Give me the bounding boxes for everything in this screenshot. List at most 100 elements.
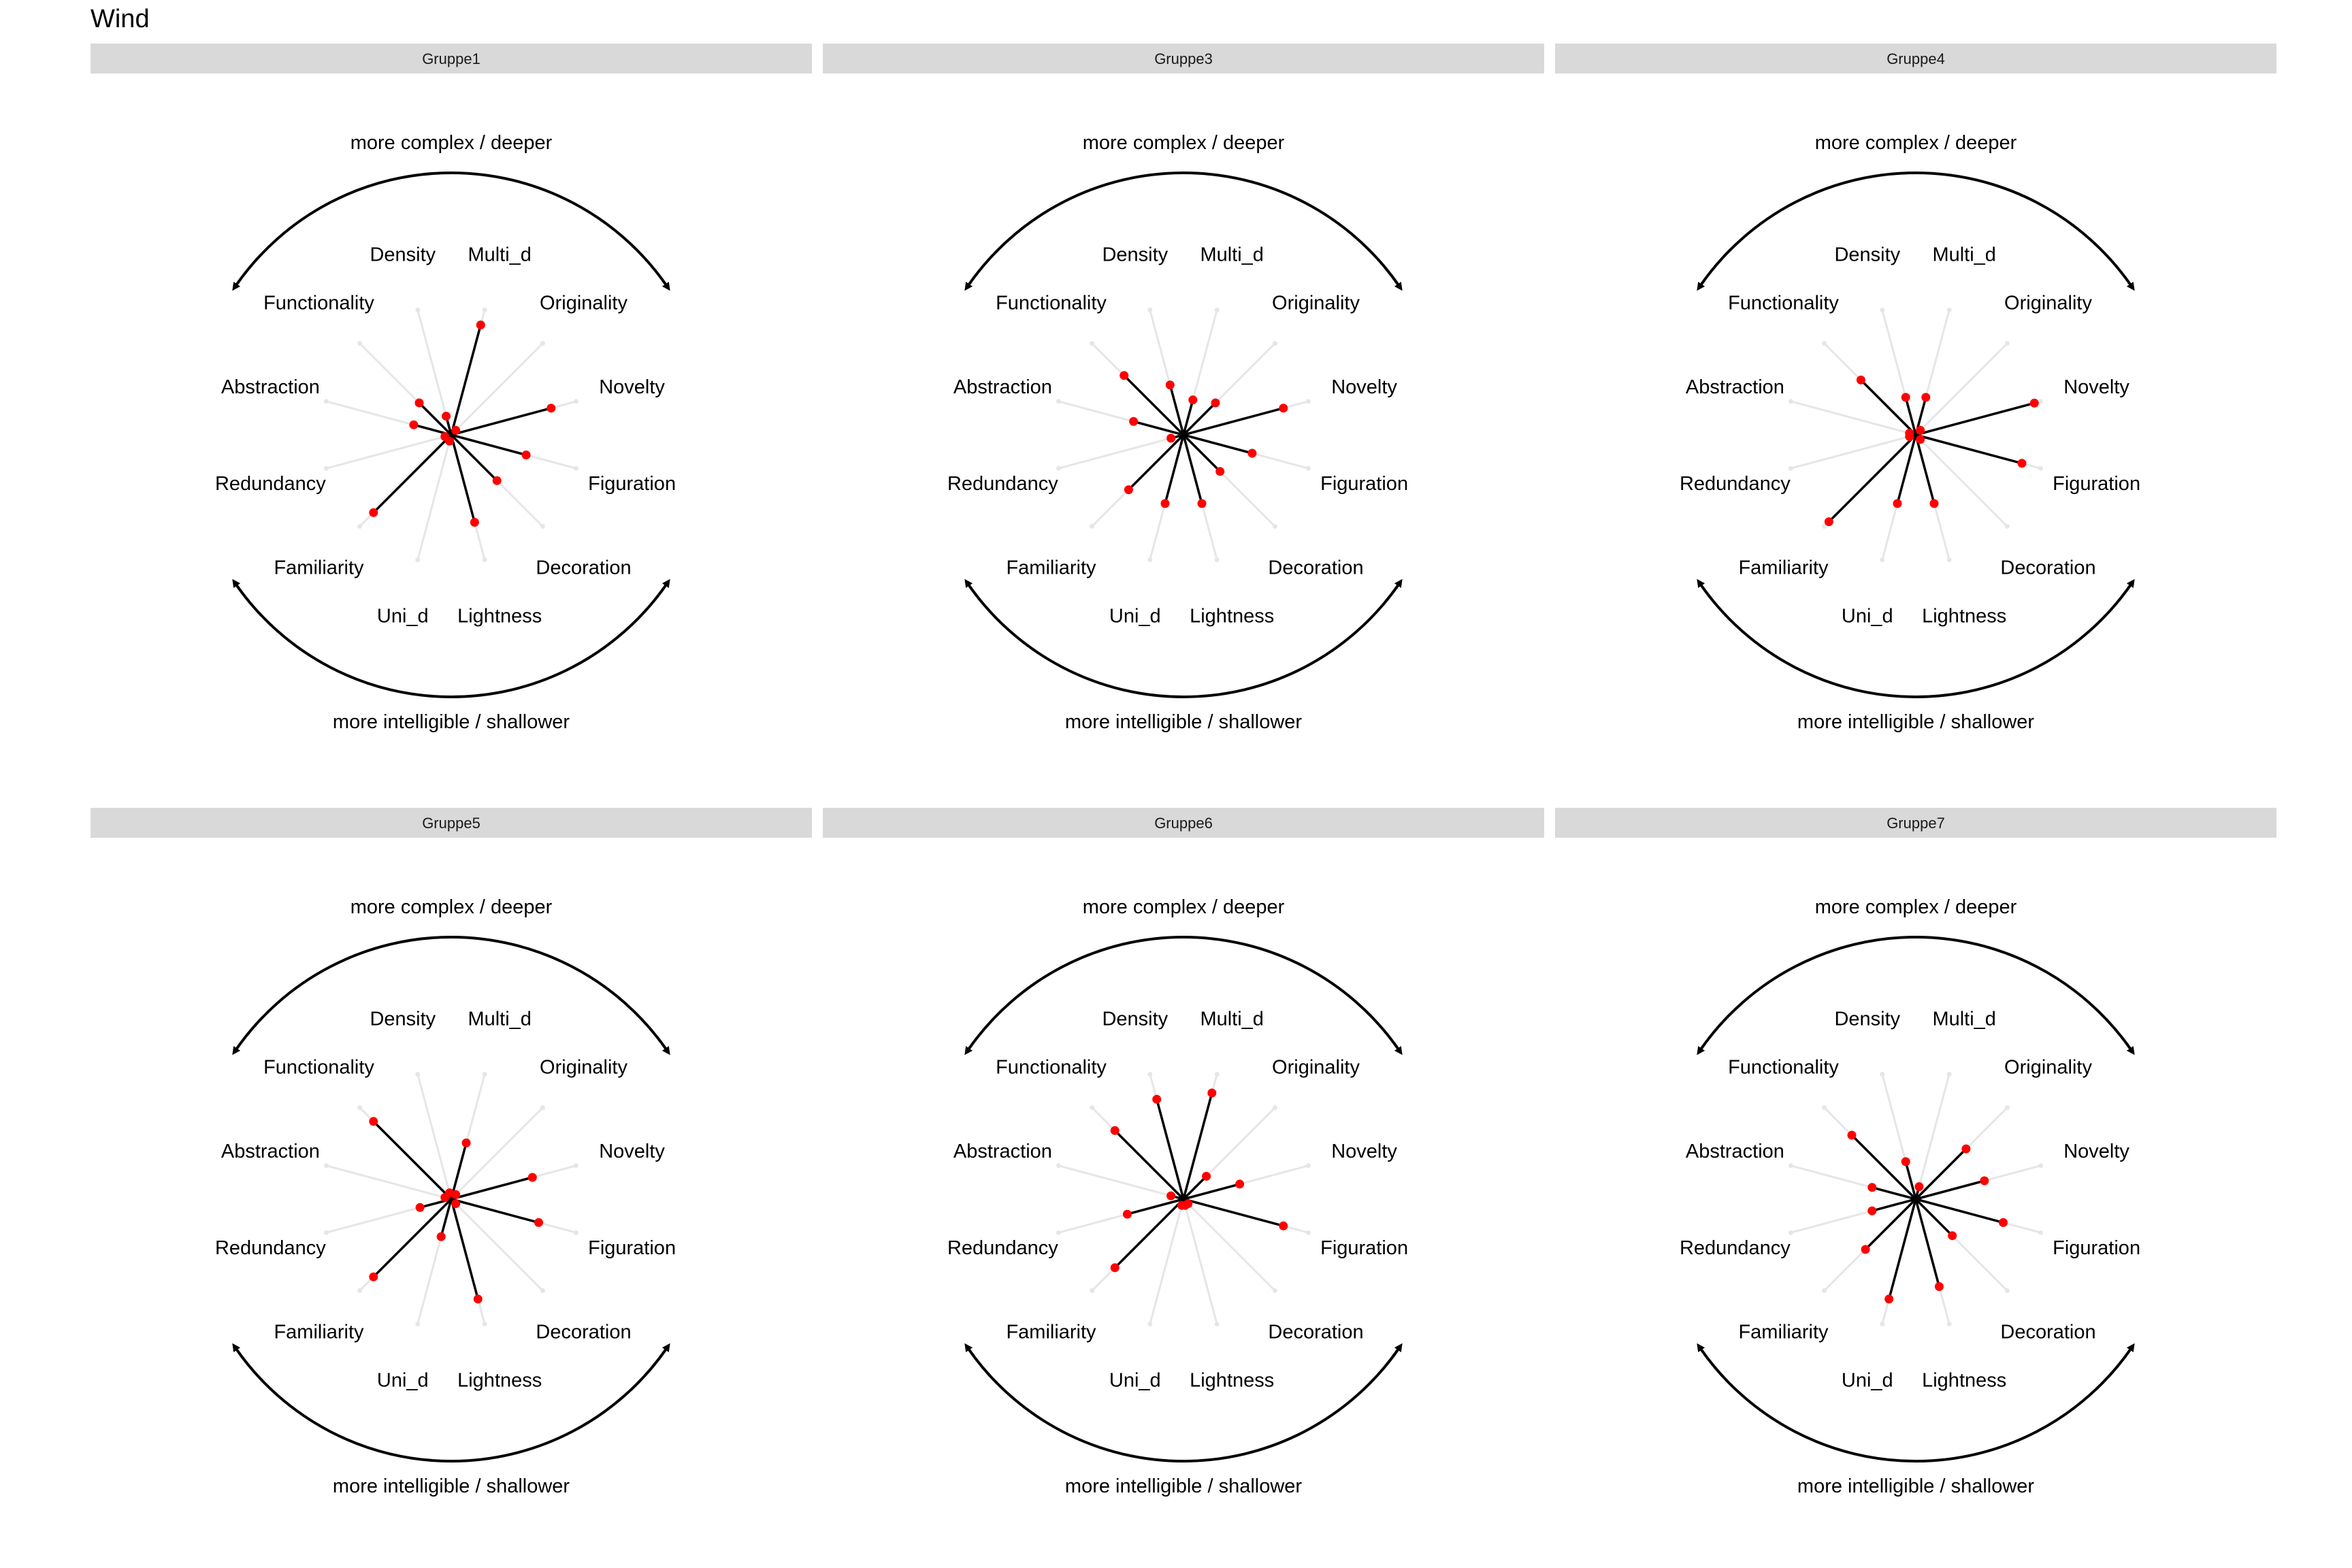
reference-end [1946, 308, 1952, 312]
axis-label: Lightness [457, 1370, 542, 1392]
reference-end [1272, 341, 1277, 346]
reference-end [1946, 557, 1952, 562]
axis-label: Decoration [536, 1322, 631, 1343]
axis-label: Lightness [1190, 1370, 1274, 1392]
reference-end [574, 466, 578, 471]
axis-label: Multi_d [1200, 1008, 1264, 1030]
reference-end [2038, 1163, 2043, 1169]
value-point [1177, 1200, 1186, 1210]
reference-end [1822, 341, 1827, 346]
value-spoke [451, 434, 527, 457]
value-spoke [1904, 1161, 1917, 1200]
axis-label: Abstraction [221, 1141, 320, 1162]
axis-label: Lightness [457, 606, 542, 627]
facet-panel-5: Gruppe7 more complex / deeper more intelli… [1555, 808, 2276, 1497]
value-spoke [1888, 1198, 1917, 1300]
axis-label: Multi_d [468, 1008, 532, 1030]
reference-end [1056, 399, 1061, 404]
value-spoke [1182, 1092, 1213, 1200]
value-point [1847, 1130, 1857, 1140]
reference-end [482, 1322, 487, 1326]
value-point [1901, 1157, 1910, 1166]
reference-end [1090, 341, 1095, 346]
arc-upper-right [451, 172, 670, 291]
reference-end [540, 1288, 545, 1293]
reference-end [2004, 523, 2010, 529]
value-spoke [450, 1142, 468, 1200]
reference-end [1306, 1230, 1311, 1235]
reference-spoke [326, 1164, 452, 1200]
reference-end [415, 1322, 421, 1326]
axis-label: Abstraction [1686, 376, 1784, 398]
value-spoke [1896, 434, 1917, 504]
reference-end [2038, 466, 2043, 471]
value-point [1999, 1218, 2008, 1227]
axis-label: Functionality [996, 1057, 1107, 1079]
reference-end [1214, 308, 1220, 312]
axis-label: Lightness [1190, 606, 1274, 627]
axis-label: Uni_d [377, 606, 429, 627]
value-point [1824, 517, 1833, 527]
axis-label: Figuration [2053, 473, 2140, 495]
arc-lower-left [964, 578, 1184, 698]
value-spoke [450, 434, 498, 482]
value-point [1211, 398, 1220, 408]
reference-end [574, 399, 578, 404]
value-point [1893, 499, 1902, 508]
axis-label: Decoration [1268, 557, 1363, 579]
axis-label: Originality [1272, 293, 1360, 314]
facet-panel-2: Gruppe4 more complex / deeper more intelli… [1555, 44, 2276, 733]
axis-label: Functionality [1728, 1057, 1839, 1079]
value-point [1110, 1263, 1120, 1273]
value-point [470, 518, 479, 527]
arc-lower-left [232, 578, 452, 698]
reference-end [1788, 1230, 1793, 1235]
value-point [1867, 1183, 1877, 1192]
value-spoke [1914, 434, 1936, 504]
value-spoke [1113, 1129, 1185, 1200]
arc-upper-left [232, 936, 452, 1056]
axis-label: Figuration [1320, 473, 1408, 495]
axis-label: Uni_d [1842, 1370, 1893, 1392]
arc-upper-right [1183, 936, 1403, 1056]
reference-end [482, 557, 487, 562]
value-spoke [1182, 434, 1221, 472]
arc-lower-right [1915, 1343, 2135, 1463]
arc-upper-right [1183, 172, 1403, 291]
reference-end [1147, 1322, 1153, 1326]
reference-end [1272, 1288, 1277, 1293]
axis-label: Originality [1272, 1057, 1360, 1079]
reference-end [1272, 1105, 1277, 1111]
value-point [1202, 1171, 1211, 1181]
value-spoke [1864, 1198, 1917, 1251]
value-spoke [418, 402, 453, 436]
reference-end [1788, 1163, 1793, 1169]
facet-strip [1555, 808, 2276, 838]
value-spoke [1915, 1198, 2004, 1224]
value-spoke [440, 1198, 453, 1237]
axis-label: Abstraction [953, 1141, 1052, 1162]
axis-label: Lightness [1922, 606, 2006, 627]
value-point [1160, 499, 1170, 508]
value-spoke [1872, 1198, 1916, 1212]
value-spoke [1133, 420, 1184, 436]
reference-end [1214, 557, 1220, 562]
reference-spoke [416, 1074, 453, 1200]
axis-label: Figuration [2053, 1237, 2140, 1259]
value-point [1279, 1221, 1288, 1230]
arc-upper-left [232, 172, 452, 291]
value-spoke [372, 434, 453, 514]
arc-upper-right [451, 936, 670, 1056]
value-point [1124, 485, 1133, 495]
value-point [369, 1272, 378, 1281]
value-point [1916, 425, 1925, 435]
reference-end [1147, 1072, 1153, 1077]
arc-lower-right [1915, 578, 2135, 698]
reference-end [1306, 1163, 1311, 1169]
facet-label: Gruppe7 [1886, 815, 1945, 832]
value-point [2017, 459, 2027, 468]
annotation-top: more complex / deeper [1815, 132, 2017, 154]
reference-spoke [1149, 1198, 1185, 1324]
arc-lower-left [232, 1343, 452, 1463]
